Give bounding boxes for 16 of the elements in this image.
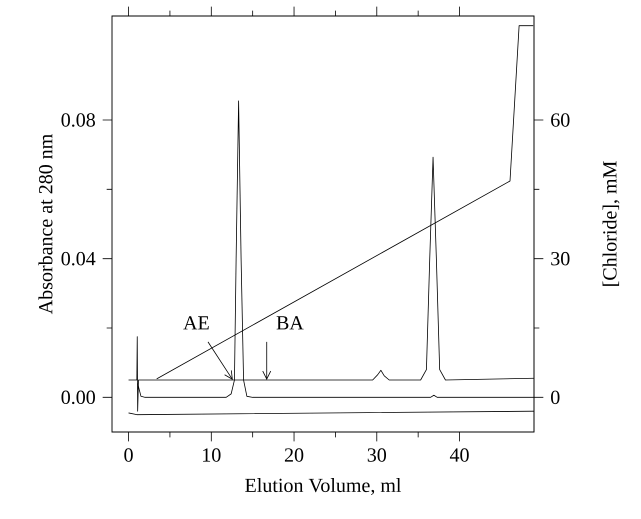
y-tick-label: 0.00 xyxy=(61,390,95,404)
x-tick-label: 10 xyxy=(203,448,221,462)
y-tick-label: 0.08 xyxy=(61,113,95,127)
y-axis-title: Absorbance at 280 nm xyxy=(38,134,52,314)
x-tick-label: 20 xyxy=(284,448,304,462)
y-tick-label: 0.04 xyxy=(61,252,96,266)
x-tick-label: 40 xyxy=(450,448,469,462)
x-axis-title: Elution Volume, ml xyxy=(245,478,402,495)
x-tick-label: 30 xyxy=(368,448,386,462)
annotation: AE xyxy=(183,316,209,330)
y2-tick-label: 30 xyxy=(551,252,570,266)
y2-tick-label: 0 xyxy=(551,390,560,404)
y2-tick-label: 60 xyxy=(551,113,570,127)
x-tick-label: 0 xyxy=(124,448,133,462)
y2-axis-title: [Chloride], mM xyxy=(602,161,620,286)
annotation: BA xyxy=(276,316,304,330)
